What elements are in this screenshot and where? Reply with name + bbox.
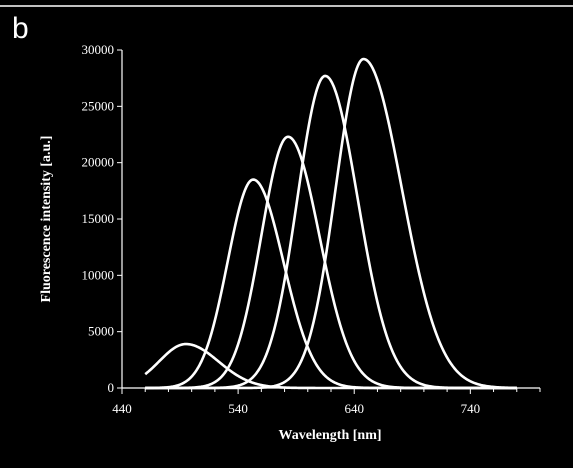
y-tick-label: 15000 xyxy=(82,211,115,226)
series-line-4 xyxy=(145,74,517,390)
y-tick-label: 30000 xyxy=(82,42,115,57)
y-tick-label: 25000 xyxy=(82,98,115,113)
y-tick-label: 0 xyxy=(108,380,115,395)
y-tick-label: 10000 xyxy=(82,267,115,282)
x-tick-label: 740 xyxy=(461,401,481,416)
y-tick-label: 20000 xyxy=(82,155,115,170)
series-line-3 xyxy=(145,135,517,390)
x-tick-label: 540 xyxy=(228,401,248,416)
x-tick-label: 440 xyxy=(112,401,132,416)
y-tick-label: 5000 xyxy=(88,324,114,339)
panel-label: b xyxy=(12,12,29,45)
series-line-2 xyxy=(145,178,517,390)
x-axis-title: Wavelength [nm] xyxy=(278,428,381,443)
axes: 0 5000 10000 15000 20000 25000 30000 440 540 640 7… xyxy=(82,42,541,416)
y-axis-title: Fluorescence intensity [a.u.] xyxy=(39,136,54,303)
series-group xyxy=(144,57,517,390)
series-line-5 xyxy=(145,57,517,390)
x-tick-label: 640 xyxy=(344,401,364,416)
